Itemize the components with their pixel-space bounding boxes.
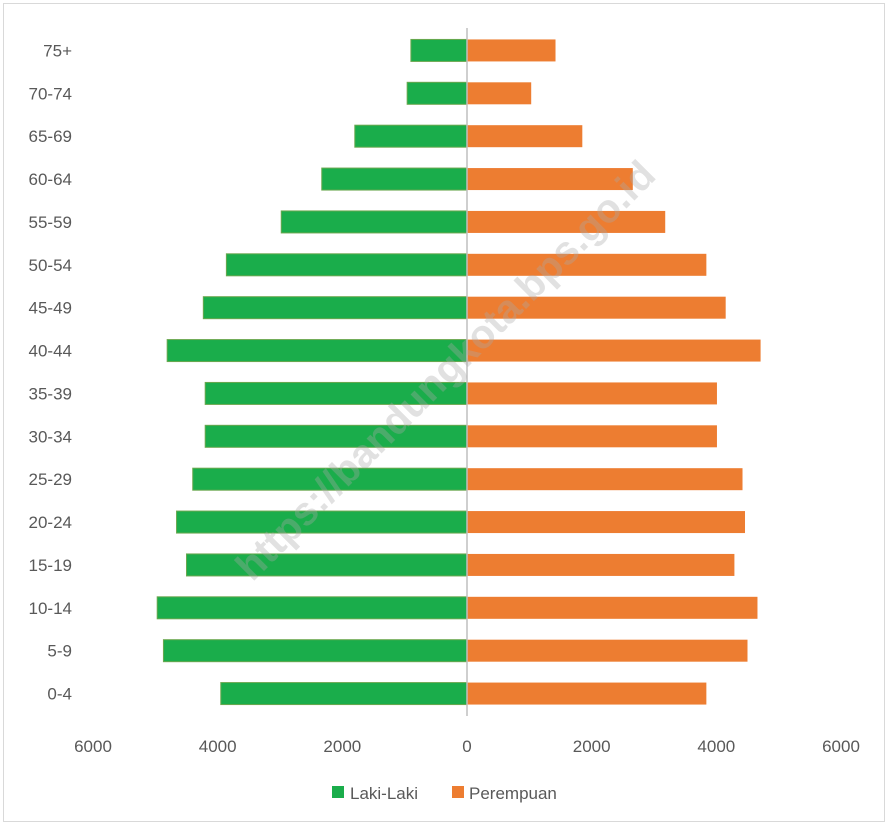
category-label-25-29: 25-29 bbox=[29, 470, 72, 489]
x-tick-label: 0 bbox=[462, 737, 471, 756]
x-tick-label: 6000 bbox=[74, 737, 112, 756]
bar-laki-laki-10-14 bbox=[156, 596, 468, 620]
bar-perempuan-55-59 bbox=[467, 210, 666, 233]
legend: Laki-Laki Perempuan bbox=[332, 784, 557, 803]
legend-swatch-perempuan bbox=[452, 786, 464, 798]
bar-perempuan-45-49 bbox=[467, 296, 726, 319]
category-label-50-54: 50-54 bbox=[29, 256, 72, 275]
bar-perempuan-75+ bbox=[467, 39, 556, 62]
category-label-55-59: 55-59 bbox=[29, 213, 72, 232]
category-label-10-14: 10-14 bbox=[29, 599, 72, 618]
bar-laki-laki-0-4 bbox=[220, 682, 468, 706]
bar-perempuan-20-24 bbox=[467, 511, 746, 534]
category-label-70-74: 70-74 bbox=[29, 84, 72, 103]
category-label-75+: 75+ bbox=[43, 41, 72, 60]
bar-laki-laki-40-44 bbox=[166, 339, 468, 363]
bar-perempuan-30-34 bbox=[467, 425, 717, 448]
x-tick-label: 6000 bbox=[822, 737, 860, 756]
legend-swatch-laki-laki bbox=[332, 786, 344, 798]
bar-perempuan-5-9 bbox=[467, 639, 748, 662]
bar-perempuan-0-4 bbox=[467, 682, 707, 705]
bar-laki-laki-50-54 bbox=[225, 253, 468, 277]
category-label-60-64: 60-64 bbox=[29, 170, 72, 189]
bar-perempuan-65-69 bbox=[467, 125, 583, 148]
category-label-20-24: 20-24 bbox=[29, 513, 72, 532]
bar-laki-laki-30-34 bbox=[204, 424, 468, 448]
bars-group bbox=[156, 38, 761, 706]
bar-perempuan-15-19 bbox=[467, 553, 735, 576]
bar-laki-laki-5-9 bbox=[162, 639, 468, 663]
x-tick-label: 4000 bbox=[199, 737, 237, 756]
bar-laki-laki-65-69 bbox=[354, 124, 468, 148]
bar-laki-laki-45-49 bbox=[202, 296, 468, 320]
legend-label-perempuan: Perempuan bbox=[469, 784, 557, 803]
bar-perempuan-70-74 bbox=[467, 82, 532, 105]
x-tick-label: 4000 bbox=[697, 737, 735, 756]
category-label-5-9: 5-9 bbox=[47, 642, 72, 661]
x-tick-label: 2000 bbox=[573, 737, 611, 756]
bar-laki-laki-60-64 bbox=[321, 167, 468, 191]
category-label-0-4: 0-4 bbox=[47, 685, 72, 704]
category-label-40-44: 40-44 bbox=[29, 342, 72, 361]
bar-perempuan-35-39 bbox=[467, 382, 717, 405]
category-label-35-39: 35-39 bbox=[29, 384, 72, 403]
x-tick-label: 2000 bbox=[323, 737, 361, 756]
bar-laki-laki-70-74 bbox=[406, 81, 468, 105]
x-tick-labels: 6000 4000 2000 0 2000 4000 6000 bbox=[74, 737, 860, 756]
category-label-30-34: 30-34 bbox=[29, 427, 72, 446]
category-labels: 0-4 5-9 10-14 15-19 20-24 25-29 30-34 35-39 40-4… bbox=[29, 41, 73, 703]
bar-perempuan-50-54 bbox=[467, 253, 707, 276]
category-label-15-19: 15-19 bbox=[29, 556, 72, 575]
category-label-65-69: 65-69 bbox=[29, 127, 72, 146]
bar-perempuan-25-29 bbox=[467, 468, 743, 491]
legend-label-laki-laki: Laki-Laki bbox=[350, 784, 418, 803]
bar-laki-laki-55-59 bbox=[280, 210, 468, 234]
bar-perempuan-60-64 bbox=[467, 168, 633, 191]
bar-perempuan-40-44 bbox=[467, 339, 761, 362]
bar-perempuan-10-14 bbox=[467, 596, 758, 619]
bar-laki-laki-75+ bbox=[410, 38, 468, 62]
category-label-45-49: 45-49 bbox=[29, 299, 72, 318]
